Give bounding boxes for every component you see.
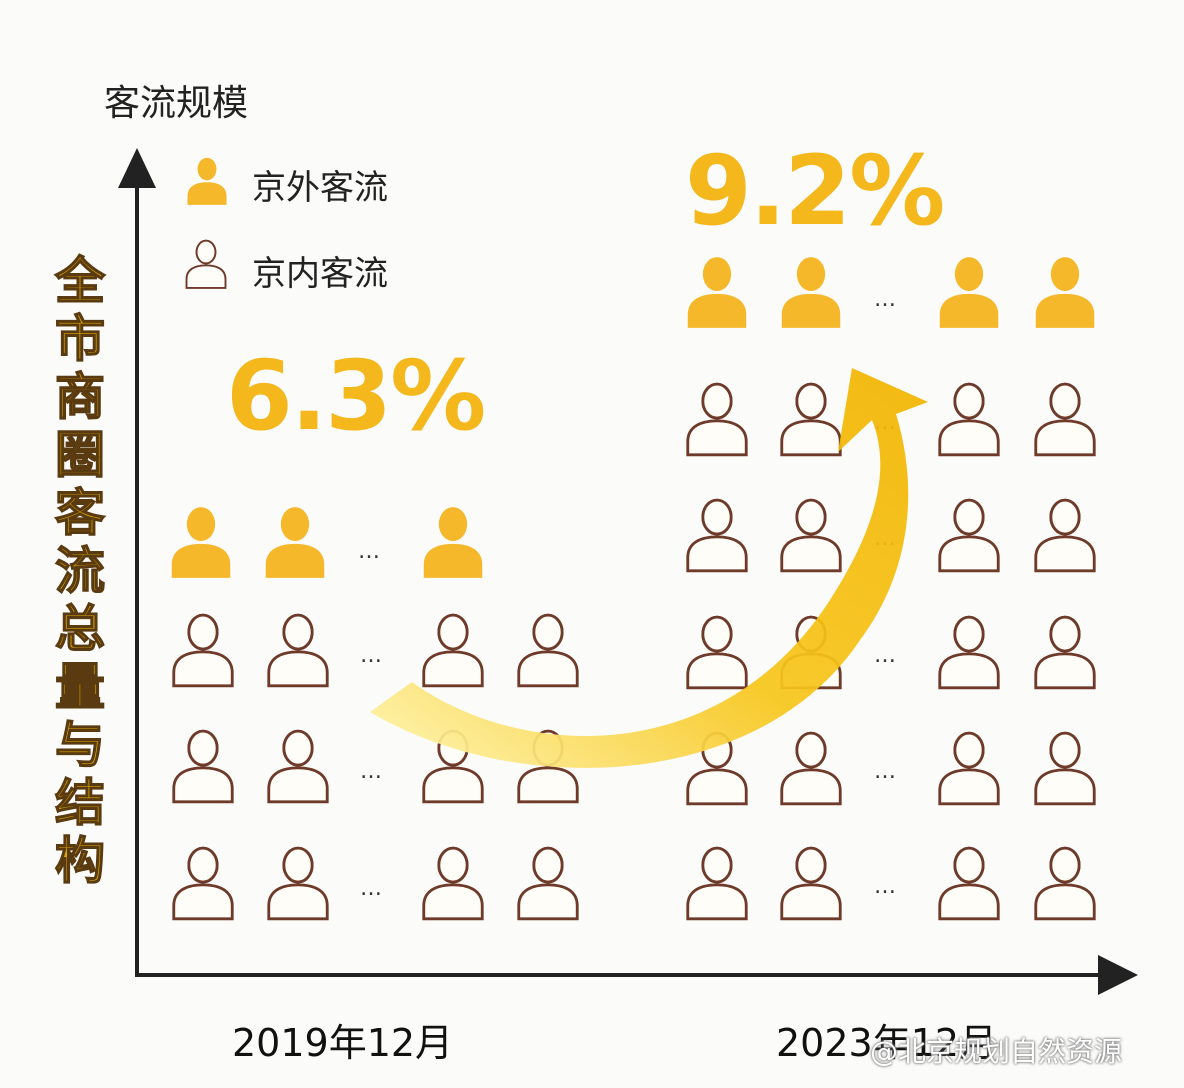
inside-visitor-person-icon: [686, 382, 748, 457]
outside-visitor-person-icon: [265, 507, 325, 578]
outside-visitor-person-icon: [171, 507, 231, 578]
inside-visitor-person-icon: [517, 846, 579, 921]
ellipsis-mark: …: [360, 876, 382, 901]
inside-visitor-person-icon: [686, 846, 748, 921]
ellipsis-mark: …: [874, 874, 896, 899]
share-before: 6.3%: [226, 340, 486, 452]
period-before-label: 2019年12月: [232, 1021, 454, 1065]
inside-visitor-person-icon: [1034, 498, 1096, 573]
inside-visitor-person-icon: [267, 613, 329, 688]
inside-visitor-person-icon: [780, 382, 842, 457]
ellipsis-mark: …: [360, 643, 382, 668]
inside-visitor-person-icon: [517, 613, 579, 688]
outside-visitor-person-icon: [781, 257, 841, 328]
inside-visitor-person-icon: [686, 615, 748, 690]
legend-outside-label: 京外客流: [252, 168, 388, 208]
ellipsis-mark: …: [874, 287, 896, 312]
watermark: @北京规划自然资源: [870, 1035, 1123, 1068]
side-title-char: 圈: [54, 425, 106, 485]
inside-visitor-person-icon: [1034, 846, 1096, 921]
side-title-char: 商: [54, 367, 106, 427]
y-axis-title: 客流规模: [104, 83, 249, 124]
y-axis-arrowhead-icon: [118, 148, 156, 188]
period-after-label: 2023年12月: [776, 1021, 998, 1065]
ellipsis-mark: …: [874, 759, 896, 784]
inside-visitor-person-icon: [267, 846, 329, 921]
outside-visitor-person-icon: [687, 257, 747, 328]
side-title-char: 与: [54, 715, 106, 775]
inside-visitor-person-icon: [267, 729, 329, 804]
inside-visitor-person-icon: [938, 615, 1000, 690]
x-axis-arrowhead-icon: [1098, 955, 1138, 995]
side-title: 全市商圈客流总量与结构: [48, 251, 112, 891]
inside-visitor-person-icon: [780, 498, 842, 573]
inside-visitor-person-icon: [1034, 731, 1096, 806]
inside-visitor-person-icon: [938, 731, 1000, 806]
outside-visitor-person-icon: [1035, 257, 1095, 328]
side-title-char: 流: [54, 541, 106, 601]
inside-visitor-person-icon: [422, 613, 484, 688]
growth-arrow-icon: [370, 368, 928, 768]
inside-visitor-person-icon: [780, 846, 842, 921]
inside-visitor-person-icon: [780, 731, 842, 806]
inside-visitor-person-icon: [172, 729, 234, 804]
outside-visitor-person-icon: [939, 257, 999, 328]
legend-outside-person-icon: [187, 157, 227, 205]
side-title-char: 客: [54, 483, 106, 543]
ellipsis-mark: …: [360, 759, 382, 784]
side-title-char: 总: [54, 599, 106, 659]
axes: [118, 148, 1138, 995]
inside-visitor-person-icon: [172, 846, 234, 921]
legend-inside-label: 京内客流: [252, 254, 388, 294]
inside-visitor-person-icon: [938, 382, 1000, 457]
inside-visitor-person-icon: [422, 846, 484, 921]
inside-visitor-person-icon: [1034, 382, 1096, 457]
ellipsis-mark: …: [874, 643, 896, 668]
inside-visitor-person-icon: [938, 846, 1000, 921]
share-after: 9.2%: [685, 135, 945, 247]
side-title-char: 全: [54, 251, 106, 311]
inside-visitor-person-icon: [1034, 615, 1096, 690]
side-title-char: 构: [54, 831, 106, 891]
inside-visitor-person-icon: [686, 498, 748, 573]
side-title-char: 量: [54, 657, 106, 717]
side-title-char: 结: [54, 773, 106, 833]
ellipsis-mark: …: [358, 539, 380, 564]
inside-visitor-person-icon: [172, 613, 234, 688]
outside-visitor-person-icon: [423, 507, 483, 578]
inside-visitor-person-icon: [938, 498, 1000, 573]
legend-inside-person-icon: [185, 239, 227, 289]
side-title-char: 市: [54, 309, 106, 369]
